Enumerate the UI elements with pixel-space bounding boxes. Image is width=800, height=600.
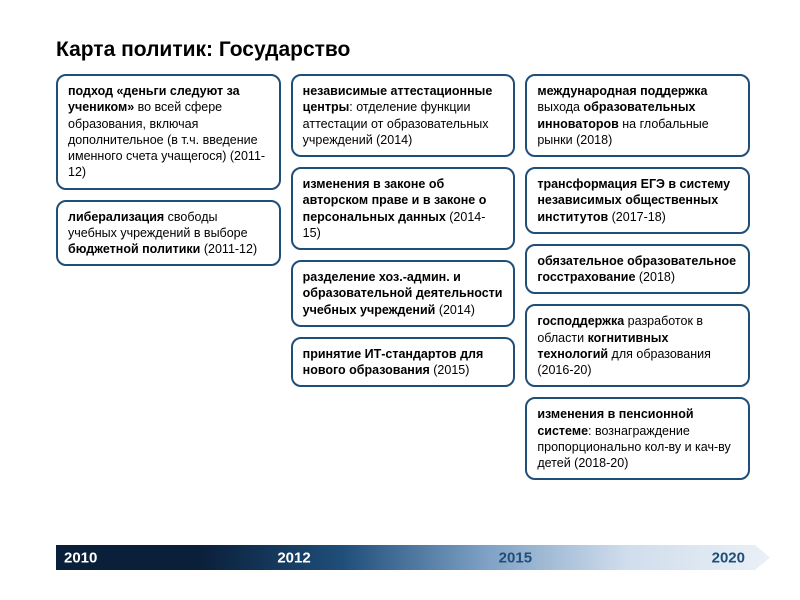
card-independent-centers: независимые аттестационные центры: отдел… [291, 74, 516, 157]
timeline-label-2015: 2015 [499, 549, 532, 566]
card-money-follows-student: подход «деньги следуют за учеником» во в… [56, 74, 281, 190]
card-copyright-law: изменения в законе об авторском праве и … [291, 167, 516, 250]
card-cognitive-tech: господдержка разработок в области когнит… [525, 304, 750, 387]
column-2: независимые аттестационные центры: отдел… [291, 74, 516, 480]
card-liberalization: либерализация свободы учебных учреждений… [56, 200, 281, 267]
timeline: 2010 2012 2015 2020 [56, 545, 770, 570]
timeline-bar: 2010 2012 2015 2020 [56, 545, 770, 570]
timeline-label-2020: 2020 [712, 549, 745, 566]
timeline-label-2012: 2012 [277, 549, 310, 566]
card-ege-transformation: трансформация ЕГЭ в систему независимых … [525, 167, 750, 234]
page-title: Карта политик: Государство [0, 0, 800, 62]
card-separation-admin: разделение хоз.-админ. и образовательной… [291, 260, 516, 327]
timeline-label-2010: 2010 [64, 549, 97, 566]
columns-container: подход «деньги следуют за учеником» во в… [0, 62, 800, 480]
card-it-standards: принятие ИТ-стандартов для нового образо… [291, 337, 516, 388]
column-3: международная поддержка выхода образоват… [525, 74, 750, 480]
card-mandatory-insurance: обязательное образовательное госстрахова… [525, 244, 750, 295]
card-international-support: международная поддержка выхода образоват… [525, 74, 750, 157]
card-pension-changes: изменения в пенсионной системе: вознагра… [525, 397, 750, 480]
column-1: подход «деньги следуют за учеником» во в… [56, 74, 281, 480]
